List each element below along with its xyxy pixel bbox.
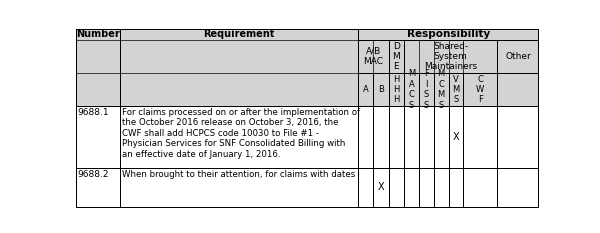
Bar (463, 168, 497, 207)
Text: H
H
H: H H H (393, 75, 400, 104)
Bar (463, 106, 497, 168)
Text: V
M
S: V M S (452, 75, 460, 104)
Bar (497, 168, 538, 207)
Bar (497, 73, 538, 106)
Text: Requirement: Requirement (203, 29, 275, 39)
Bar (404, 40, 497, 73)
Bar (389, 73, 404, 106)
Text: A: A (363, 85, 368, 94)
Text: Responsibility: Responsibility (407, 29, 490, 39)
Text: M
A
C
S: M A C S (408, 69, 415, 110)
Bar (76, 106, 120, 168)
Bar (120, 168, 358, 207)
Bar (389, 40, 404, 73)
Bar (434, 106, 449, 168)
Bar (389, 168, 404, 207)
Bar (389, 106, 404, 168)
Bar (449, 106, 463, 168)
Bar (358, 106, 373, 168)
Text: B: B (378, 85, 384, 94)
Text: A/B
MAC: A/B MAC (364, 47, 383, 66)
Bar (373, 106, 389, 168)
Bar (404, 168, 419, 207)
Bar (419, 106, 434, 168)
Text: X: X (452, 132, 459, 142)
Bar (358, 73, 373, 106)
Bar (449, 168, 463, 207)
Bar (358, 40, 389, 73)
Text: Shared-
System
Maintainers: Shared- System Maintainers (424, 41, 477, 71)
Bar (373, 168, 389, 207)
Text: F
I
S
S: F I S S (424, 69, 429, 110)
Text: For claims processed on or after the implementation of
the October 2016 release : For claims processed on or after the imp… (122, 108, 361, 159)
Bar (497, 106, 538, 168)
Bar (404, 73, 419, 106)
Bar (76, 29, 120, 106)
Text: C
W
F: C W F (476, 75, 484, 104)
Bar (358, 168, 373, 207)
Bar (404, 106, 419, 168)
Bar (463, 73, 497, 106)
Text: Number: Number (76, 29, 120, 39)
Text: M
C
M
S: M C M S (437, 69, 445, 110)
Bar (76, 168, 120, 207)
Text: When brought to their attention, for claims with dates: When brought to their attention, for cla… (122, 170, 356, 179)
Bar (419, 168, 434, 207)
Bar (434, 168, 449, 207)
Bar (120, 29, 358, 106)
Text: D
M
E: D M E (392, 41, 400, 71)
Bar (497, 40, 538, 73)
Bar (434, 73, 449, 106)
Text: 9688.2: 9688.2 (77, 170, 109, 179)
Text: 9688.1: 9688.1 (77, 108, 109, 117)
Bar (373, 73, 389, 106)
Bar (419, 73, 434, 106)
Bar (358, 29, 538, 40)
Text: Other: Other (505, 52, 531, 61)
Bar (120, 106, 358, 168)
Bar (449, 73, 463, 106)
Text: X: X (378, 182, 385, 192)
